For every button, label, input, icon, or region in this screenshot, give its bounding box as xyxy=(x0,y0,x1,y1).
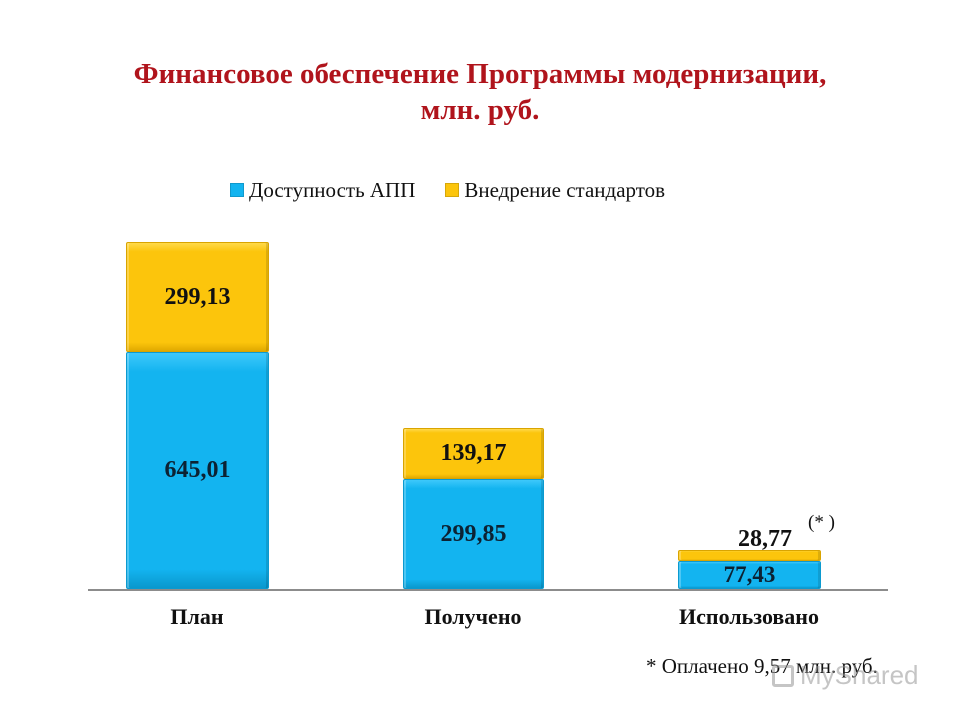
bar-value-label: 139,17 xyxy=(440,440,507,466)
category-label-plan: План xyxy=(170,604,224,629)
bar-used-standards xyxy=(678,550,821,561)
legend-label: Внедрение стандартов xyxy=(464,177,666,202)
presentation-board-icon xyxy=(772,664,794,687)
bar-received-access: 299,85 xyxy=(403,479,544,589)
bar-value-label: 645,01 xyxy=(164,457,231,483)
chart-title-line2: млн. руб. xyxy=(420,94,540,126)
watermark: MyShared xyxy=(772,660,919,691)
category-label-used: Использовано xyxy=(679,604,819,629)
bar-received-standards: 139,17 xyxy=(403,428,544,479)
x-axis-line xyxy=(88,589,888,591)
legend: Доступность АПП Внедрение стандартов xyxy=(230,176,695,204)
legend-swatch-blue-icon xyxy=(230,183,244,197)
watermark-text: MyShared xyxy=(800,660,919,690)
chart-title-line1: Финансовое обеспечение Программы модерни… xyxy=(133,58,827,90)
footnote: * Оплачено 9,57 млн. руб. xyxy=(646,654,878,678)
legend-swatch-yellow-icon xyxy=(445,183,460,197)
bar-value-label: 299,13 xyxy=(164,283,231,310)
bar-used-access: 77,43 xyxy=(678,561,821,589)
bar-plan-access: 645,01 xyxy=(126,352,269,589)
bar-used-standards-label: 28,77 xyxy=(738,526,792,552)
legend-label: Доступность АПП xyxy=(249,177,416,202)
bar-plan-standards: 299,13 xyxy=(126,242,269,352)
bar-value-label: 299,85 xyxy=(440,520,507,547)
bar-value-label: 77,43 xyxy=(723,562,776,587)
footnote-marker: (* ) xyxy=(808,512,835,533)
category-label-received: Получено xyxy=(424,604,522,629)
legend-item-vnedrenie: Внедрение стандартов xyxy=(445,178,665,203)
legend-item-dostupnost: Доступность АПП xyxy=(230,178,415,203)
